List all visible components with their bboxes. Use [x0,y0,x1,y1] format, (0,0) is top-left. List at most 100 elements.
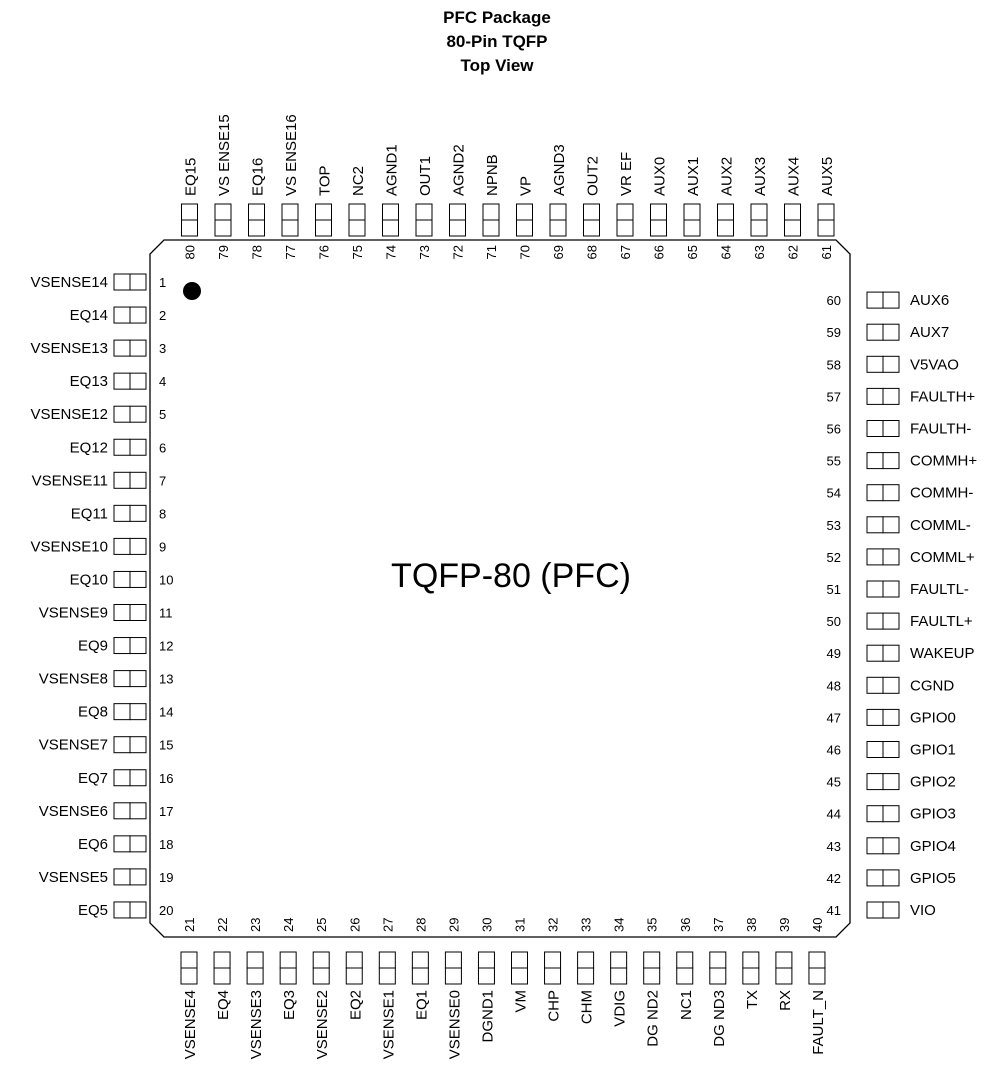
pin-80-lead-segment [181,219,198,237]
pin-number: 17 [159,804,173,819]
pin-75: 75 NC2 [348,166,367,259]
pin-4-lead-segment [129,372,147,390]
pin-78: 78 EQ16 [248,158,267,259]
pin-45-lead-segment [866,773,884,791]
pin-72-lead-segment [449,203,466,221]
pin-33-lead-segment [577,951,595,969]
pin-32: 32 CHP [544,918,563,1022]
pin-number: 1 [159,275,166,290]
pin-name: VSENSE6 [39,803,108,820]
pin-number: 65 [685,245,700,259]
pin-15: VSENSE7 15 [39,736,173,754]
pin-55-lead-segment [882,452,900,470]
pin-38: 38 TX [742,918,761,1009]
pin-name: CHP [546,990,563,1022]
pin-name: EQ3 [281,990,298,1020]
pin-20: EQ5 20 [78,901,173,919]
pin-20-lead-segment [129,901,147,919]
pin-69-lead-segment [549,219,567,237]
pin-42: GPIO5 42 [827,869,956,887]
pin-80: 80 EQ15 [181,158,200,259]
pin-number: 18 [159,837,173,852]
pin-name: AUX5 [819,157,836,196]
pin-46-lead-segment [866,741,884,758]
pin1-indicator-dot [183,282,201,300]
pin-76-lead-segment [315,219,332,237]
pin-11: VSENSE9 11 [39,604,173,622]
pin-79: 79 VS ENSE15 [214,114,233,259]
pin-80-lead-segment [181,203,198,221]
pin-number: 32 [546,918,561,932]
pin-78-lead-segment [248,219,265,237]
pin-68: 68 OUT2 [583,156,602,259]
title-line-3: Top View [460,56,534,75]
pin-75-lead-segment [348,203,366,221]
pin-23-lead-segment [246,967,264,985]
pin-2-lead-segment [113,306,131,324]
pin-name: FAULTL+ [910,613,973,630]
pin-53-lead-segment [882,516,900,534]
pin-name: VSENSE2 [314,990,331,1059]
pin-5: VSENSE12 5 [30,405,166,423]
pin-43: GPIO4 43 [827,837,956,855]
pin-number: 61 [819,245,834,259]
pin-number: 59 [827,325,841,340]
pin-39-lead-segment [775,951,793,969]
pin-66: 66 AUX0 [650,157,669,259]
pins-right-group: VIO 41 GPIO5 42 GPIO4 43 GPIO3 44 GPIO2 45 GPIO1 46… [827,291,977,919]
pin-number: 42 [827,871,841,886]
pin-name: EQ5 [78,902,108,919]
pin-51-lead-segment [866,580,884,598]
pin-name: OUT2 [585,156,602,196]
pin-48-lead-segment [866,676,884,694]
pin-name: NC2 [350,166,367,196]
pin-5-lead-segment [129,405,147,423]
pin-60-lead-segment [882,291,900,309]
pin-name: EQ9 [78,638,108,655]
pin-number: 16 [159,771,173,786]
pin-57: FAULTH+ 57 [827,387,975,405]
pin-57-lead-segment [882,387,900,405]
pin-6: EQ12 6 [70,438,166,456]
pin-8-lead-segment [129,504,147,522]
pin-number: 30 [479,918,494,932]
pin-40-lead-segment [808,951,826,969]
diagram-title: PFC Package 80-Pin TQFP Top View [443,8,551,75]
pin-number: 35 [645,918,660,932]
pin-16-lead-segment [113,769,131,787]
pin-57-lead-segment [866,387,884,405]
pin-44-lead-segment [866,805,884,823]
pin-name: FAULTH+ [910,388,975,405]
pin-9: VSENSE10 9 [30,537,166,555]
package-center-label: TQFP-80 (PFC) [391,557,631,595]
pin-62-lead-segment [784,219,801,237]
pin-name: EQ1 [413,990,430,1020]
pin-number: 62 [786,245,801,259]
pin-46: GPIO1 46 [827,741,956,759]
pin-27-lead-segment [378,951,396,969]
pin-41-lead-segment [866,901,884,919]
pin-name: TX [744,990,761,1009]
pin-number: 37 [711,918,726,932]
pin-number: 50 [827,614,841,629]
pin-name: RX [777,990,794,1011]
pin-10-lead-segment [113,570,131,588]
pin-name: VSENSE10 [30,538,108,555]
pin-number: 39 [777,918,792,932]
pin-32-lead-segment [544,951,562,969]
pin-6-lead-segment [129,438,147,456]
pin-65-lead-segment [683,219,701,237]
pin-22-lead-segment [213,951,231,969]
pin-14: EQ8 14 [78,703,173,721]
pin-number: 40 [810,918,825,932]
pin-22-lead-segment [213,967,231,985]
pin-number: 15 [159,738,173,753]
pin-name: VSENSE3 [248,990,265,1059]
pin-40: 40 FAULT_N [808,918,827,1055]
pin-number: 73 [417,245,432,259]
pin-7-lead-segment [113,471,131,489]
pin-number: 4 [159,374,166,389]
pin-21-lead-segment [180,967,198,985]
pin-35: 35 DG ND2 [643,918,662,1047]
pin-28-lead-segment [411,951,429,969]
